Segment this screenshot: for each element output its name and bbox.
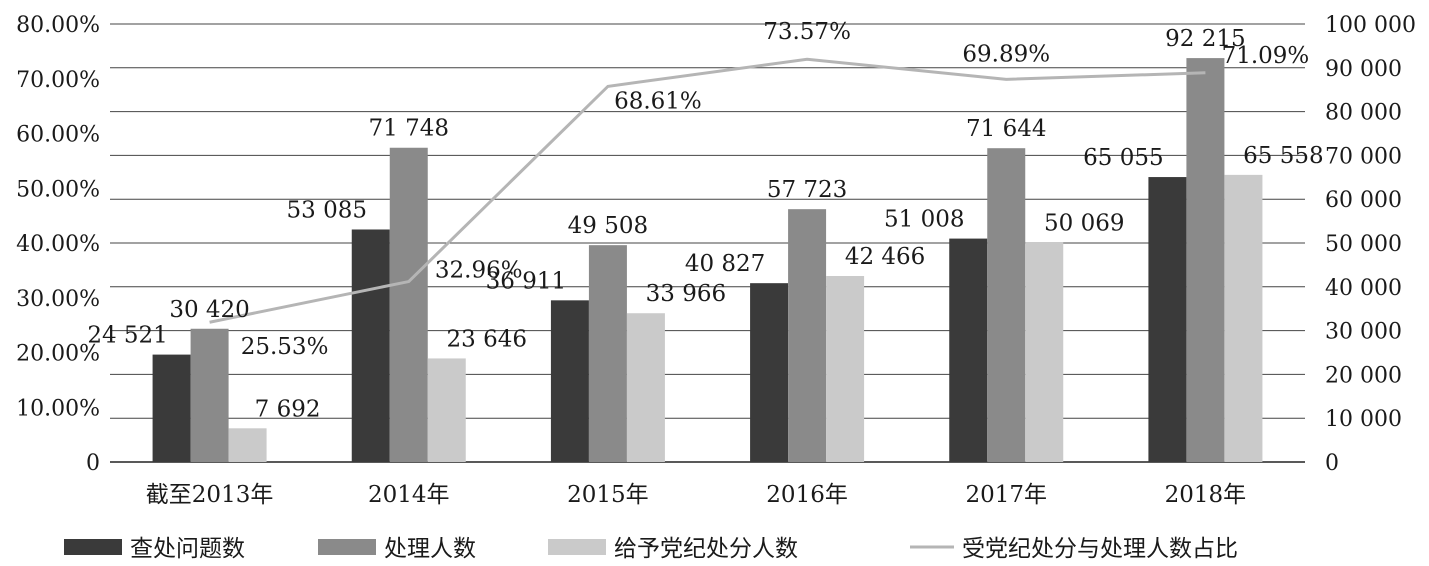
right-tick-label: 90 000 — [1325, 57, 1402, 82]
category-label: 截至2013年 — [146, 482, 274, 508]
legend-swatch — [318, 539, 376, 555]
legend: 查处问题数 处理人数 给予党纪处分人数 受党纪处分与处理人数占比 — [64, 536, 1238, 562]
category-label: 2017年 — [965, 482, 1047, 508]
left-tick-label: 20.00% — [16, 342, 100, 367]
left-axis: 0 10.00% 20.00% 30.00% 40.00% 50.00% 60.00% 70.… — [16, 13, 100, 476]
bar — [190, 328, 229, 462]
bar-value-label: 24 521 — [87, 323, 167, 349]
bar-value-label: 71 644 — [966, 116, 1046, 142]
bar — [389, 147, 428, 462]
left-tick-label: 70.00% — [16, 68, 100, 93]
bar-value-label: 92 215 — [1165, 26, 1245, 52]
left-tick-label: 10.00% — [16, 396, 100, 421]
bar — [949, 238, 988, 462]
ratio-data-labels: 25.53% 32.96% 68.61% 73.57% 69.89% 71.09% — [241, 19, 1310, 360]
left-tick-label: 80.00% — [16, 13, 100, 38]
bar-value-label: 36 911 — [486, 268, 566, 294]
bar-value-label: 57 723 — [767, 177, 847, 203]
bar-value-label: 50 069 — [1044, 211, 1124, 237]
bar — [788, 209, 827, 462]
ratio-value-label: 71.09% — [1222, 43, 1310, 69]
bar — [228, 428, 267, 462]
bar-value-label: 65 055 — [1083, 145, 1163, 171]
bar-value-label: 40 827 — [685, 251, 765, 277]
ratio-line — [209, 57, 1206, 324]
bar-value-label: 33 966 — [646, 281, 726, 307]
ratio-value-label: 73.57% — [763, 19, 851, 45]
bar-value-label: 51 008 — [884, 207, 964, 233]
legend-label: 受党纪处分与处理人数占比 — [962, 536, 1238, 562]
bar — [588, 245, 627, 462]
bar — [351, 229, 390, 462]
ratio-value-label: 32.96% — [435, 258, 523, 284]
legend-swatch — [548, 539, 606, 555]
category-label: 2016年 — [766, 482, 848, 508]
ratio-value-label: 25.53% — [241, 334, 329, 360]
bar — [1186, 58, 1225, 463]
bar — [152, 354, 191, 462]
right-tick-label: 0 — [1325, 451, 1339, 476]
bar — [826, 275, 865, 462]
left-tick-label: 0 — [86, 451, 100, 476]
legend-label: 查处问题数 — [130, 536, 245, 562]
bar — [1025, 242, 1064, 462]
right-tick-label: 70 000 — [1325, 144, 1402, 169]
bar-value-label: 65 558 — [1243, 143, 1323, 169]
bar-value-label: 7 692 — [255, 396, 321, 422]
x-axis: 截至2013年 2014年 2015年 2016年 2017年 2018年 — [146, 482, 1246, 508]
right-tick-label: 100 000 — [1325, 13, 1416, 38]
right-tick-label: 20 000 — [1325, 363, 1402, 388]
legend-label: 处理人数 — [384, 536, 476, 562]
bar — [427, 358, 466, 462]
ratio-line-path — [209, 57, 1206, 324]
left-tick-label: 60.00% — [16, 123, 100, 148]
bar-value-label: 30 420 — [169, 297, 249, 323]
legend-label: 给予党纪处分人数 — [614, 536, 798, 562]
bar — [750, 283, 789, 462]
right-tick-label: 40 000 — [1325, 276, 1402, 301]
left-tick-label: 50.00% — [16, 177, 100, 202]
ratio-value-label: 69.89% — [962, 41, 1050, 67]
bar-value-label: 53 085 — [287, 197, 367, 223]
bar-value-label: 23 646 — [447, 326, 527, 352]
left-tick-label: 30.00% — [16, 287, 100, 312]
legend-swatch — [64, 539, 122, 555]
bar — [550, 300, 589, 462]
bar-value-label: 49 508 — [568, 213, 648, 239]
bar-value-label: 42 466 — [845, 244, 925, 270]
category-label: 2014年 — [368, 482, 450, 508]
right-tick-label: 10 000 — [1325, 407, 1402, 432]
gridlines — [110, 23, 1305, 463]
category-label: 2018年 — [1165, 482, 1247, 508]
left-tick-label: 40.00% — [16, 232, 100, 257]
right-tick-label: 60 000 — [1325, 188, 1402, 213]
bar-data-labels: 24 521 53 085 36 911 40 827 51 008 65 055 30 4… — [87, 26, 1323, 422]
right-tick-label: 80 000 — [1325, 101, 1402, 126]
bar — [626, 313, 665, 462]
bar-value-label: 71 748 — [369, 116, 449, 142]
bar-series — [152, 58, 1263, 463]
right-tick-label: 50 000 — [1325, 232, 1402, 257]
bar — [1224, 174, 1263, 462]
category-label: 2015年 — [567, 482, 649, 508]
right-axis: 0 10 000 20 000 30 000 40 000 50 000 60 000 70 … — [1325, 13, 1416, 476]
right-tick-label: 30 000 — [1325, 320, 1402, 345]
bar — [1148, 177, 1187, 463]
ratio-value-label: 68.61% — [614, 88, 702, 114]
bar — [987, 148, 1026, 462]
